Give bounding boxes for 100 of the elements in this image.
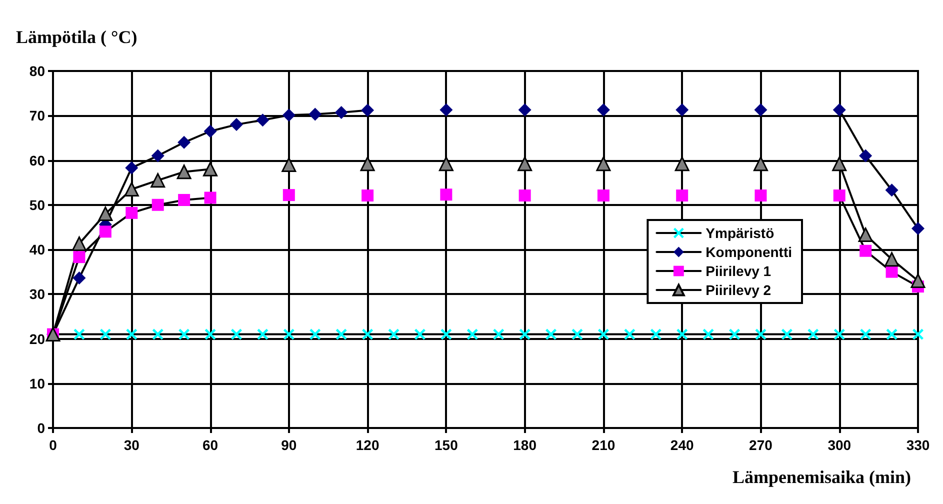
y-tick-label: 50 [29,196,46,213]
point [910,273,926,288]
legend-label: Ympäristö [706,225,774,241]
point [388,328,400,340]
x-tick-label: 30 [124,437,140,453]
x-tick-label: 180 [513,437,537,453]
point [884,252,900,267]
x-tick-label: 330 [906,437,930,453]
point [518,103,532,116]
point [597,190,610,202]
point [124,182,139,197]
y-tick-label: 0 [37,420,46,436]
legend-label: Piirilevy 2 [706,282,772,298]
x-tick-label: 270 [749,437,773,453]
point [230,118,243,132]
point [230,328,242,340]
point [676,328,688,340]
x-tick-label: 210 [592,437,616,453]
y-tick-label: 70 [29,108,46,124]
point [598,328,609,340]
point [152,198,164,211]
point [858,228,873,242]
point [440,103,453,116]
point [518,156,532,172]
point [729,328,740,340]
point [204,328,216,340]
point [282,157,296,172]
point [126,206,138,219]
point [74,328,85,340]
legend-label: Piirilevy 1 [706,263,772,279]
point [860,328,872,340]
point [808,328,819,340]
point [832,156,847,172]
point [99,226,112,238]
point [414,328,426,340]
point [624,328,636,340]
y-tick-label: 20 [29,330,46,347]
point [98,206,113,222]
point [754,190,767,202]
point [256,114,270,127]
point [674,156,690,172]
point [650,328,662,340]
point [754,103,768,116]
y-tick-label: 30 [29,286,46,302]
point [203,162,218,176]
point [912,328,924,340]
point [204,124,217,138]
x-tick-label: 60 [202,437,218,453]
y-axis-title: Lämpötila ( °C) [16,27,138,47]
point [176,164,192,180]
point [676,190,688,202]
point [438,156,454,172]
x-tick-label: 150 [434,437,458,453]
point [912,222,924,236]
point [360,156,375,172]
point [152,328,164,340]
point [362,328,374,340]
point [151,149,164,162]
y-tick-label: 40 [29,242,46,258]
point [178,194,190,206]
point [781,328,792,340]
point [702,328,714,340]
point [546,328,557,340]
point [178,136,191,149]
point [126,328,138,340]
y-tick-label: 80 [29,63,46,79]
point [72,236,86,251]
point [440,328,452,340]
x-tick-label: 120 [356,437,380,453]
point [282,108,296,122]
point [361,104,374,117]
point [178,328,190,340]
point [73,251,86,264]
point [834,328,845,340]
point [125,161,138,174]
point [493,328,504,340]
point [518,190,531,202]
point [440,188,452,201]
point [100,328,111,340]
y-tick-label: 10 [29,375,46,392]
point [753,156,768,172]
x-tick-label: 300 [828,437,852,453]
point [362,190,374,202]
point [596,103,610,116]
point [466,328,478,340]
point [676,103,689,116]
point [257,328,268,340]
legend-label: Komponentti [706,244,792,260]
point [283,328,294,340]
point [860,244,872,257]
point [833,190,846,202]
point [596,156,611,172]
point [859,149,872,162]
point [72,272,86,285]
x-tick-label: 90 [281,437,297,453]
point [336,328,347,340]
point [519,328,530,340]
point [886,266,898,278]
point [334,106,348,119]
x-axis-title: Lämpenemisaika (min) [732,467,912,487]
